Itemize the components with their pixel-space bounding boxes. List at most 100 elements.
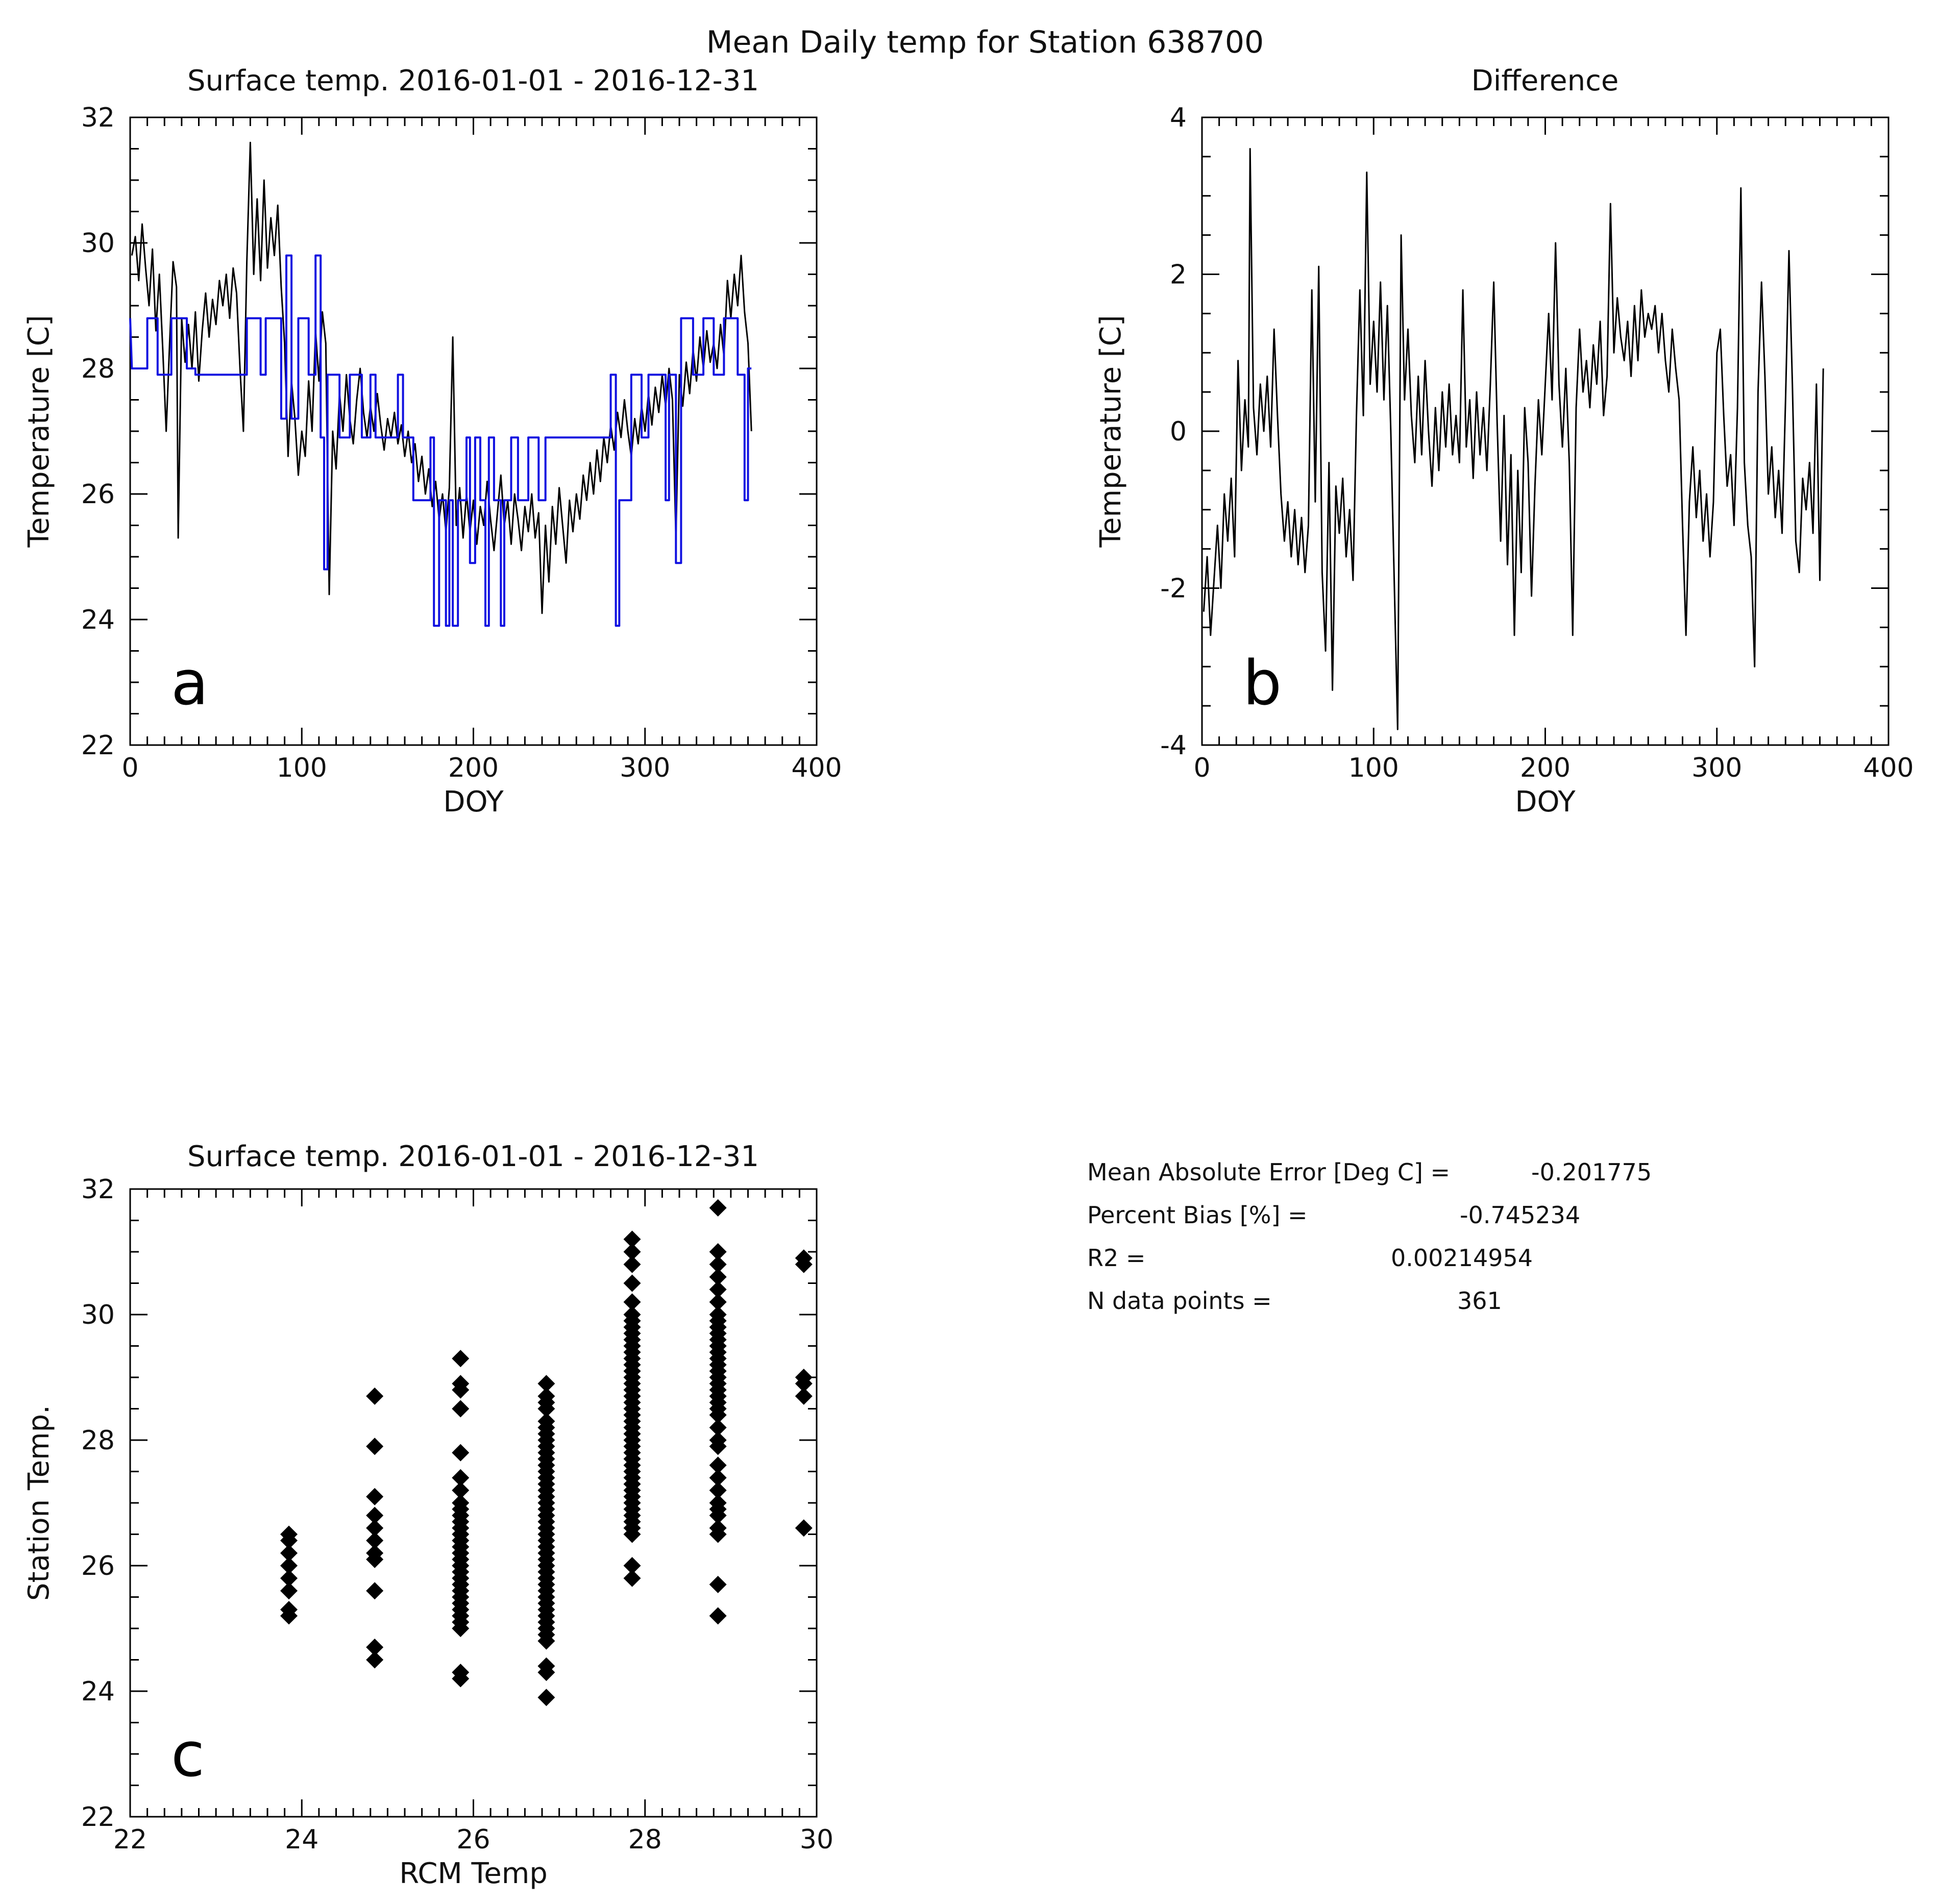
y-tick-label: 4 [1170, 103, 1187, 133]
stats-block: Mean Absolute Error [Deg C] = -0.201775 … [1087, 1158, 1700, 1322]
stat-r2-value: 0.00214954 [1391, 1244, 1533, 1272]
scatter-point [709, 1199, 727, 1217]
x-tick-label: 30 [800, 1824, 833, 1855]
x-tick-label: 0 [1193, 753, 1210, 783]
panel-letter-c: c [171, 1720, 205, 1791]
stat-pbias-value: -0.745234 [1460, 1201, 1581, 1229]
scatter-point [795, 1369, 813, 1386]
series-line-difference [1203, 148, 1824, 730]
stat-r2-label: R2 = [1087, 1244, 1146, 1272]
scatter-point [452, 1481, 470, 1499]
scatter-point [623, 1230, 641, 1248]
panel-title-a: Surface temp. 2016-01-01 - 2016-12-31 [187, 64, 759, 97]
plot-frame-b [1201, 116, 1890, 746]
scatter-point [709, 1280, 727, 1298]
stat-n-value: 361 [1457, 1287, 1502, 1315]
scatter-point [623, 1243, 641, 1260]
scatter-point [795, 1387, 813, 1405]
scatter-point [795, 1519, 813, 1537]
x-axis-label-a: DOY [443, 785, 504, 819]
scatter-point [623, 1557, 641, 1574]
x-tick-label: 0 [121, 753, 138, 783]
x-tick-label: 200 [448, 753, 499, 783]
x-tick-label: 300 [620, 753, 670, 783]
stat-mae-value: -0.201775 [1531, 1158, 1652, 1186]
scatter-point [366, 1387, 384, 1405]
scatter-point [709, 1494, 727, 1512]
figure-title: Mean Daily temp for Station 638700 [706, 24, 1264, 60]
y-tick-label: 22 [81, 1802, 115, 1833]
y-tick-label: 0 [1170, 416, 1187, 447]
scatter-point [452, 1469, 470, 1487]
y-tick-label: 32 [81, 1174, 115, 1205]
scatter-point [709, 1243, 727, 1260]
y-tick-label: 2 [1170, 260, 1187, 290]
x-tick-label: 400 [1863, 753, 1914, 783]
panel-letter-b: b [1243, 648, 1282, 719]
y-tick-label: 30 [81, 1300, 115, 1330]
scatter-point [537, 1657, 555, 1675]
y-tick-label: 28 [81, 1425, 115, 1456]
scatter-point [709, 1481, 727, 1499]
y-tick-label: 32 [81, 103, 115, 133]
stat-pbias: Percent Bias [%] = -0.745234 [1087, 1201, 1700, 1232]
y-axis-label-b: Temperature [C] [1094, 315, 1127, 548]
scatter-point [709, 1469, 727, 1487]
scatter-point [709, 1293, 727, 1311]
y-tick-label: 26 [81, 479, 115, 510]
y-tick-label: 26 [81, 1551, 115, 1581]
scatter-point [709, 1255, 727, 1273]
x-tick-label: 300 [1691, 753, 1742, 783]
panel-title-c: Surface temp. 2016-01-01 - 2016-12-31 [187, 1140, 759, 1173]
plot-frame-a [129, 116, 818, 746]
y-tick-label: 22 [81, 730, 115, 761]
y-tick-label: 24 [81, 605, 115, 635]
stat-mae-label: Mean Absolute Error [Deg C] = [1087, 1158, 1451, 1186]
stat-pbias-label: Percent Bias [%] = [1087, 1201, 1308, 1229]
x-tick-label: 400 [791, 753, 842, 783]
scatter-point [452, 1444, 470, 1462]
scatter-point [795, 1249, 813, 1267]
panel-title-b: Difference [1471, 64, 1619, 97]
x-tick-label: 26 [456, 1824, 490, 1855]
scatter-point [452, 1494, 470, 1512]
y-tick-label: 28 [81, 354, 115, 384]
scatter-point [452, 1350, 470, 1368]
scatter-point [366, 1544, 384, 1562]
scatter-point [280, 1601, 298, 1619]
scatter-point [366, 1488, 384, 1505]
scatter-point [709, 1268, 727, 1286]
scatter-point [280, 1557, 298, 1574]
x-tick-label: 100 [277, 753, 327, 783]
scatter-point [709, 1306, 727, 1323]
x-tick-label: 28 [628, 1824, 662, 1855]
scatter-point [280, 1582, 298, 1600]
y-tick-label: 24 [81, 1676, 115, 1707]
scatter-point [366, 1638, 384, 1656]
stat-mae: Mean Absolute Error [Deg C] = -0.201775 [1087, 1158, 1700, 1189]
panel-a: 0 100 200 300 400 22 24 26 28 30 32 Surface temp. 2… [22, 64, 842, 819]
y-tick-label: -2 [1160, 574, 1187, 604]
scatter-point [366, 1506, 384, 1524]
scatter-point [709, 1456, 727, 1474]
stat-r2: R2 = 0.00214954 [1087, 1244, 1700, 1275]
series-line-rcm [129, 254, 752, 627]
panel-c: 22 24 26 28 30 22 24 26 28 30 32 Surface temp. 2016… [22, 1140, 833, 1890]
x-axis-label-c: RCM Temp [399, 1857, 548, 1890]
scatter-point [366, 1438, 384, 1455]
scatter-point [537, 1689, 555, 1707]
scatter-point [452, 1664, 470, 1682]
scatter-point [709, 1607, 727, 1625]
stat-n: N data points = 361 [1087, 1287, 1700, 1318]
scatter-point [366, 1651, 384, 1669]
scatter-point [623, 1306, 641, 1323]
scatter-point [366, 1519, 384, 1537]
scatter-point [709, 1575, 727, 1593]
y-axis-label-c: Station Temp. [22, 1405, 56, 1601]
scatter-point [280, 1544, 298, 1562]
scatter-point [537, 1413, 555, 1430]
scatter-point [709, 1419, 727, 1437]
scatter-point [366, 1531, 384, 1549]
scatter-point [452, 1375, 470, 1393]
